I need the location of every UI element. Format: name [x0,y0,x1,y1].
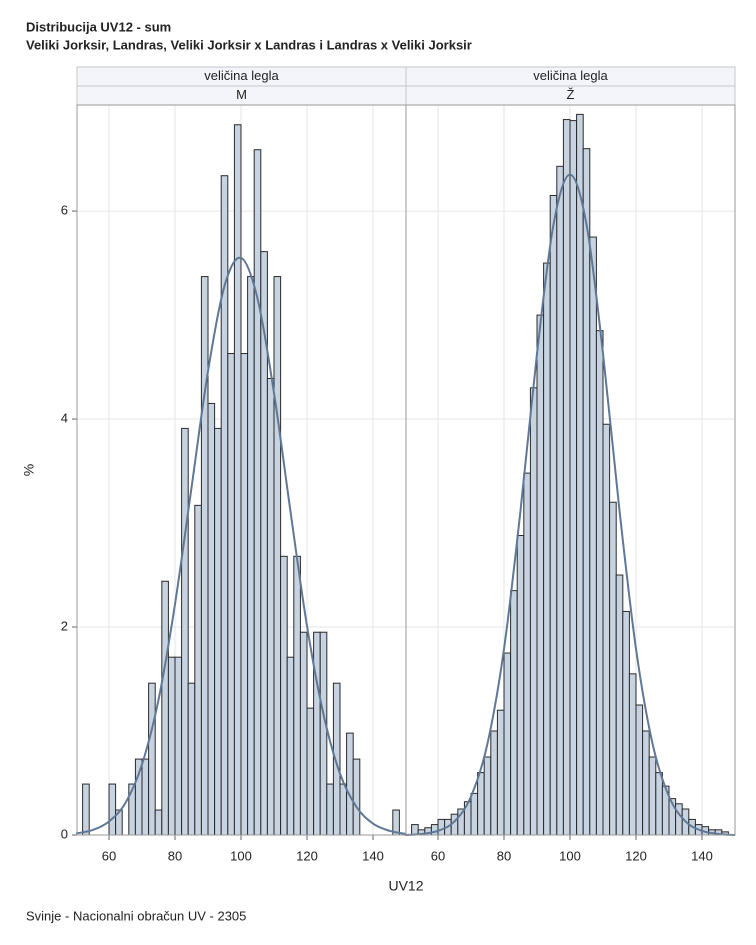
bar [642,730,650,836]
bar [352,758,361,836]
bar [628,673,637,836]
chart-title: Distribucija UV12 - sum [26,19,171,34]
bar [648,756,657,836]
panel-header: veličina legla [204,68,279,83]
x-tick-label: 80 [497,848,511,863]
footnote: Svinje - Nacionalni obračun UV - 2305 [26,908,246,923]
bar [273,276,282,836]
x-tick-label: 100 [559,848,581,863]
bar [108,783,117,836]
bar [293,555,301,836]
bar [187,682,196,836]
bar [167,656,176,836]
bar [319,631,328,836]
panel-label: M [236,87,247,102]
x-tick-label: 100 [230,848,252,863]
x-tick-label: 140 [691,848,713,863]
bar [655,772,663,836]
bar [299,631,308,836]
bar [635,704,644,836]
bar [529,387,538,836]
bar [523,472,531,836]
bar [556,165,564,836]
bar [483,756,492,836]
bar [576,113,584,836]
y-tick-label: 4 [61,410,68,425]
bar [200,276,209,836]
bar [280,555,288,836]
x-axis-label: UV12 [388,878,423,894]
bar [582,148,591,836]
chart-subtitle: Veliki Jorksir, Landras, Veliki Jorksir … [26,37,472,52]
bar [214,427,222,836]
bar [490,730,498,836]
bar [543,262,551,836]
bar [595,330,604,836]
bar [220,175,229,836]
bar [516,535,525,836]
panel-frame [405,104,736,836]
bar [82,783,90,836]
bar [286,656,295,836]
bar [161,580,169,836]
bar [470,792,479,836]
bar [207,402,216,836]
bar [154,809,163,836]
y-axis-label: % [21,464,37,476]
bar [477,772,485,836]
bar [562,119,571,836]
y-tick-label: 6 [61,203,68,218]
bar [622,610,630,836]
density-curve [404,173,736,836]
x-tick-label: 140 [362,848,384,863]
bar [430,824,439,836]
bar [602,423,611,836]
y-tick-label: 2 [61,618,68,633]
bar [569,120,578,836]
bar [339,783,348,836]
bar [503,652,512,836]
bar [346,732,354,836]
bar [247,276,255,836]
density-curve [75,256,407,835]
bar [194,504,202,836]
bar [589,236,597,836]
panel-label: Ž [567,87,575,102]
bar [233,124,242,836]
bar [306,707,315,836]
x-tick-label: 60 [102,848,116,863]
bar [174,656,183,836]
bar [240,353,249,836]
bar [148,682,156,836]
bar [510,590,518,836]
bar [181,427,189,836]
bar [227,353,235,836]
y-tick-label: 0 [61,826,68,841]
bar [253,149,262,836]
bar [609,501,617,836]
bar [437,818,446,836]
bar [260,251,268,836]
bar [326,783,334,836]
bar [496,709,505,836]
bar [549,194,558,836]
bar [615,574,624,836]
x-tick-label: 120 [296,848,318,863]
x-tick-label: 60 [431,848,445,863]
panel-header: veličina legla [533,68,608,83]
x-tick-label: 120 [625,848,647,863]
x-tick-label: 80 [168,848,182,863]
bar [266,377,275,836]
bar [536,314,545,836]
bar [134,758,143,836]
bar [675,803,683,836]
bar [141,758,150,836]
bar [313,631,321,836]
